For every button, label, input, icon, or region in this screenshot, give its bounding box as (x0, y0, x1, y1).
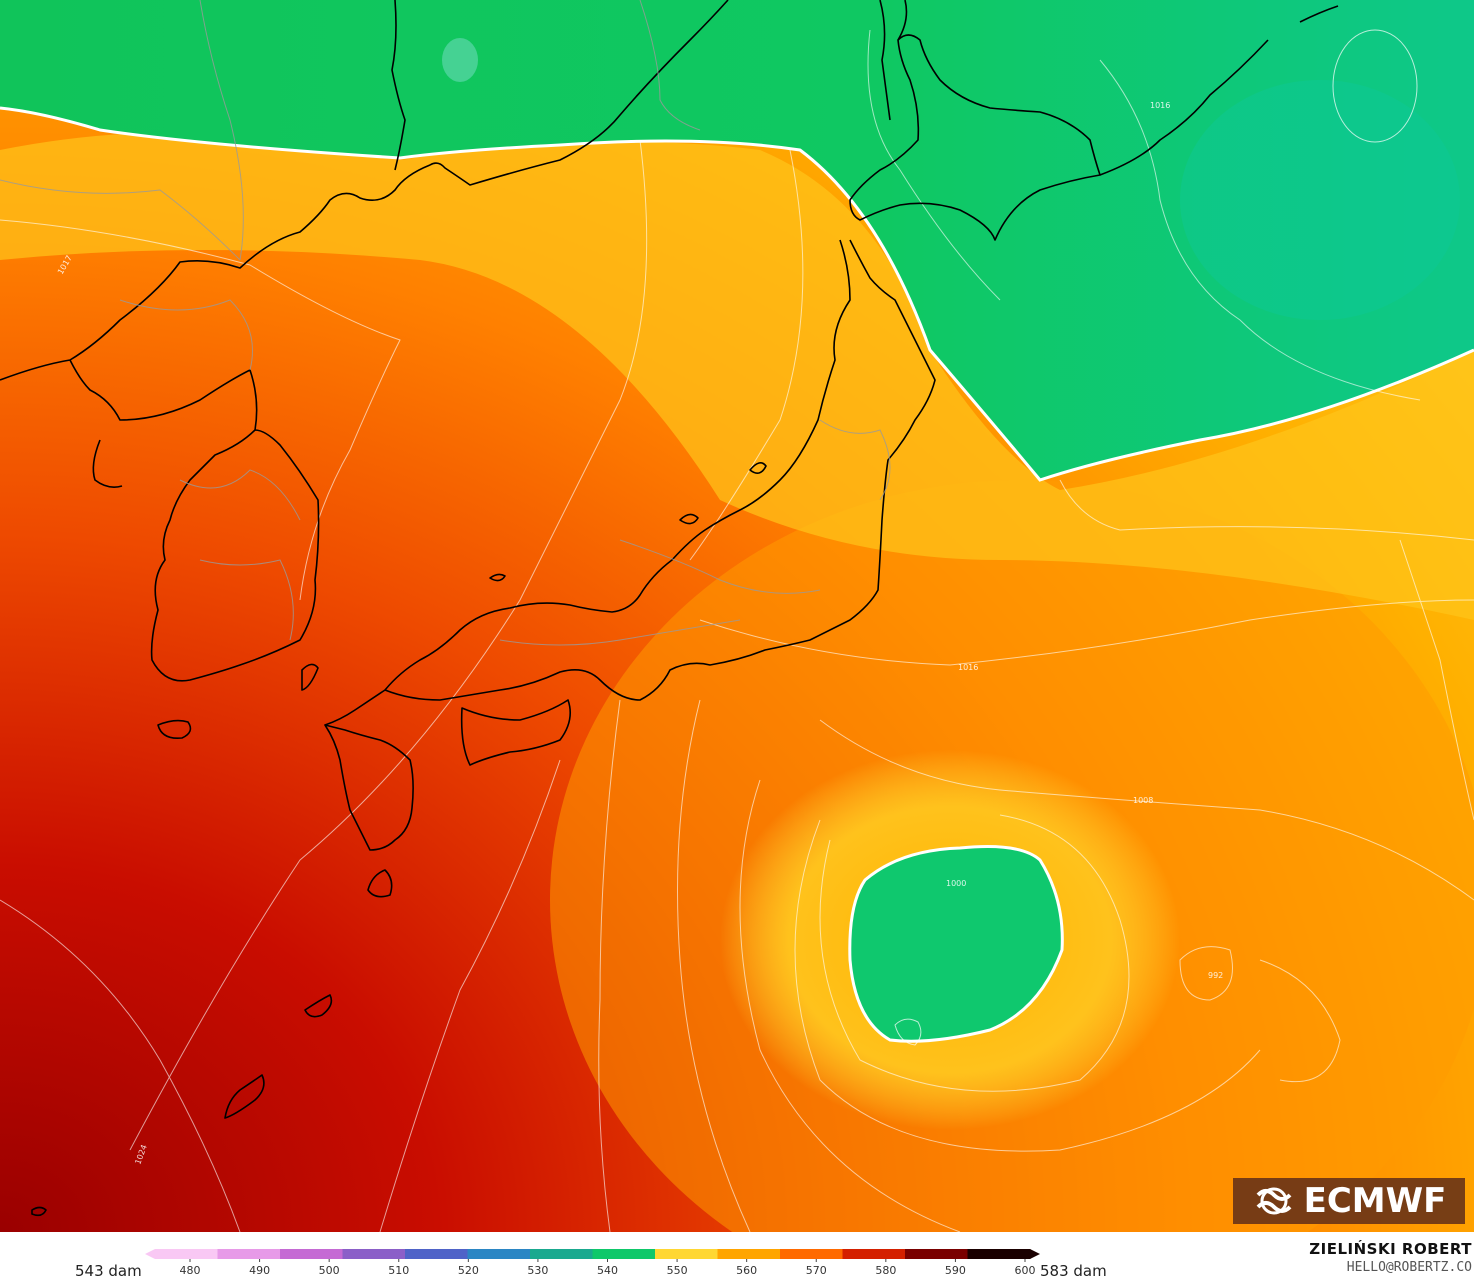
cut-off-low (848, 845, 1064, 1043)
colorbar-tick-label: 580 (875, 1264, 896, 1276)
colorbar-bin (467, 1249, 531, 1259)
colorbar-tick-label: 500 (319, 1264, 340, 1276)
colorbar-tick-label: 540 (597, 1264, 618, 1276)
colorbar-bin (217, 1249, 281, 1259)
ecmwf-logo: ECMWF (1233, 1178, 1465, 1224)
colorbar-bin (155, 1249, 218, 1259)
contour-label: 992 (1208, 971, 1223, 980)
colorbar-bin (280, 1249, 343, 1259)
colorbar-tick-label: 520 (458, 1264, 479, 1276)
colorbar-bin (905, 1249, 968, 1259)
colorbar-tick-label: 480 (180, 1264, 201, 1276)
author-name: ZIELIŃSKI ROBERT (1309, 1240, 1472, 1258)
yellow-band (0, 132, 1474, 620)
colorbar-tick-label: 570 (806, 1264, 827, 1276)
low-inner-ring (894, 1018, 922, 1046)
colorbar-tick-label: 560 (736, 1264, 757, 1276)
colorbar-bin (405, 1249, 468, 1259)
colorbar-bin (655, 1249, 718, 1259)
coastlines (0, 0, 1339, 1217)
colorbar-tick-label: 590 (945, 1264, 966, 1276)
colorbar-tick-label: 490 (249, 1264, 270, 1276)
logo-text: ECMWF (1303, 1181, 1447, 1221)
scale-right-label: 583 dam (1040, 1262, 1107, 1280)
colorbar-tick-label: 600 (1015, 1264, 1036, 1276)
colorbar-tick-label: 550 (667, 1264, 688, 1276)
colorbar-bin (592, 1249, 656, 1259)
colorbar-bin (717, 1249, 781, 1259)
colorbar-bins (145, 1249, 1040, 1259)
contour-label: 1008 (1133, 796, 1153, 805)
contour-label: 1016 (1150, 101, 1170, 110)
colorbar-tick-label: 530 (527, 1264, 548, 1276)
legend-bar (0, 1232, 1474, 1287)
colorbar-right-arrow (1030, 1249, 1040, 1259)
isobar-small-ring (1332, 29, 1418, 143)
colorbar-tick-label: 510 (388, 1264, 409, 1276)
colorbar-bin (842, 1249, 906, 1259)
colorbar-bin (780, 1249, 843, 1259)
author-email: HELLO@ROBERTZ.CO (1346, 1260, 1472, 1275)
credits: ZIELIŃSKI ROBERT HELLO@ROBERTZ.CO (1309, 1240, 1472, 1275)
colorbar-bin (967, 1249, 1031, 1259)
contour-552-dam (0, 106, 1474, 482)
admin-borders (0, 0, 891, 646)
teal-core (1180, 80, 1460, 320)
colorbar-left-arrow (145, 1249, 155, 1259)
colorbar-ticks: 480 490 500 510 520 530 540 550 560 570 580 590 600 (180, 1259, 1036, 1276)
colorbar-bin (530, 1249, 593, 1259)
ecmwf-logo-icon (1256, 1187, 1292, 1215)
green-region (0, 0, 1474, 480)
contour-label: 1016 (958, 663, 978, 672)
scale-left-label: 543 dam (75, 1262, 142, 1280)
isobars (0, 29, 1474, 1232)
colorbar-bin (342, 1249, 406, 1259)
lake (442, 38, 478, 82)
geopotential-map: 1016 1016 1017 1008 1000 992 1024 (0, 0, 1474, 1232)
contour-label: 1000 (946, 879, 966, 888)
colorbar: 480 490 500 510 520 530 540 550 560 570 580 590 600 (145, 1249, 1040, 1276)
